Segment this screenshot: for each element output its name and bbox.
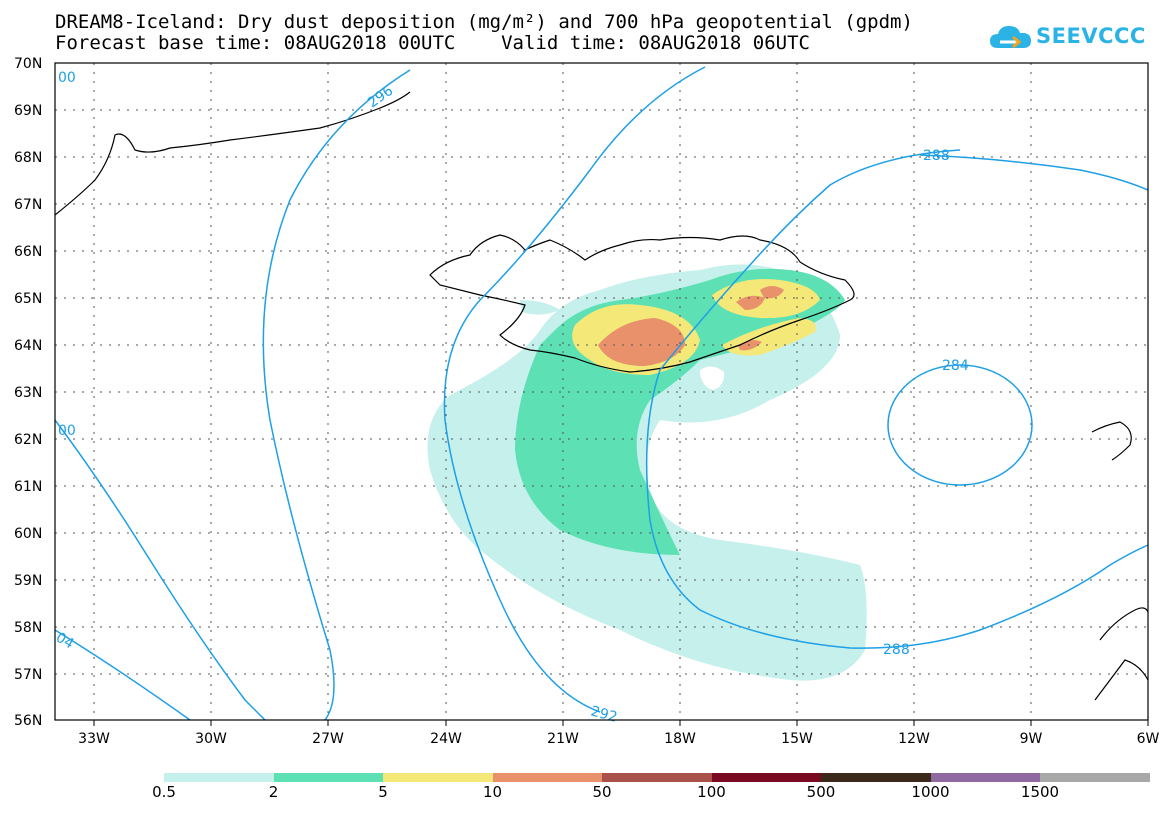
lon-label: 18W [664,731,696,747]
contour-label-04: 04 [53,630,77,653]
legend-colorbar [164,773,1150,782]
lon-label: 6W [1137,731,1160,747]
legend-swatch [821,773,931,782]
contour-label-00-mid: 00 [58,423,76,439]
lat-label: 58N [14,620,42,636]
legend-swatch [1040,773,1150,782]
seevccc-logo: SEEVCCC [988,18,1163,58]
legend-swatch [602,773,712,782]
axis-ticks [93,720,1149,726]
greenland-coast [54,91,411,216]
legend-level-label: 500 [806,783,836,801]
legend-swatch [930,773,1040,782]
lat-label: 62N [14,432,42,448]
lon-label: 12W [898,731,930,747]
cloud-logo-icon [990,26,1031,49]
legend-swatch [164,773,274,782]
legend-swatch [711,773,821,782]
lat-label: 67N [14,197,42,213]
coastlines [54,91,1149,701]
legend-level-label: 1500 [1020,783,1060,801]
contour-label-288-south: 288 [883,642,910,658]
legend-level-label: 2 [268,783,279,801]
lat-label: 70N [14,56,42,72]
forecast-time-line: Forecast base time: 08AUG2018 00UTC Vali… [55,32,810,54]
lon-label: 9W [1020,731,1043,747]
lat-label: 60N [14,526,42,542]
lat-label: 66N [14,244,42,260]
lat-label: 59N [14,573,42,589]
contour-label-00-top: 00 [58,70,76,86]
lat-label: 57N [14,667,42,683]
geopotential-contours [54,66,1149,721]
map-frame [54,62,1149,721]
legend-level-label: 0.5 [152,783,176,801]
lat-label: 65N [14,291,42,307]
lat-label: 63N [14,385,42,401]
legend-swatch [492,773,602,782]
dust-orange-area [598,286,784,366]
lat-label: 61N [14,479,42,495]
legend-level-label: 10 [482,783,503,801]
longitude-labels: 33W 30W 27W 24W 21W 18W 15W 12W 9W 6W [78,731,1159,747]
iceland-coast [429,234,855,373]
lon-label: 24W [430,731,462,747]
lat-label: 56N [14,713,42,729]
lat-label: 68N [14,150,42,166]
legend-swatch [383,773,493,782]
legend-swatch [273,773,383,782]
lat-label: 64N [14,338,42,354]
faroe-coast [1091,421,1132,461]
lon-label: 27W [312,731,344,747]
map-grid [55,63,1148,720]
contour-label-296: 296 [365,83,396,111]
lat-label: 69N [14,103,42,119]
scotland-coast [1094,607,1149,701]
legend-level-label: 5 [378,783,388,801]
logo-text: SEEVCCC [1036,24,1146,48]
lon-label: 30W [195,731,227,747]
map-title: DREAM8-Iceland: Dry dust deposition (mg/… [55,11,913,33]
contour-label-292: 292 [589,703,619,725]
lon-label: 33W [78,731,110,747]
legend-level-label: 1000 [911,783,950,801]
latitude-labels: 70N 69N 68N 67N 66N 65N 64N 63N 62N 61N … [14,56,42,729]
lon-label: 15W [781,731,813,747]
contour-label-284: 284 [942,358,969,374]
contour-label-288-north: 288 [923,148,950,164]
legend-level-label: 100 [697,783,726,801]
legend-level-label: 50 [592,783,612,801]
lon-label: 21W [547,731,579,747]
